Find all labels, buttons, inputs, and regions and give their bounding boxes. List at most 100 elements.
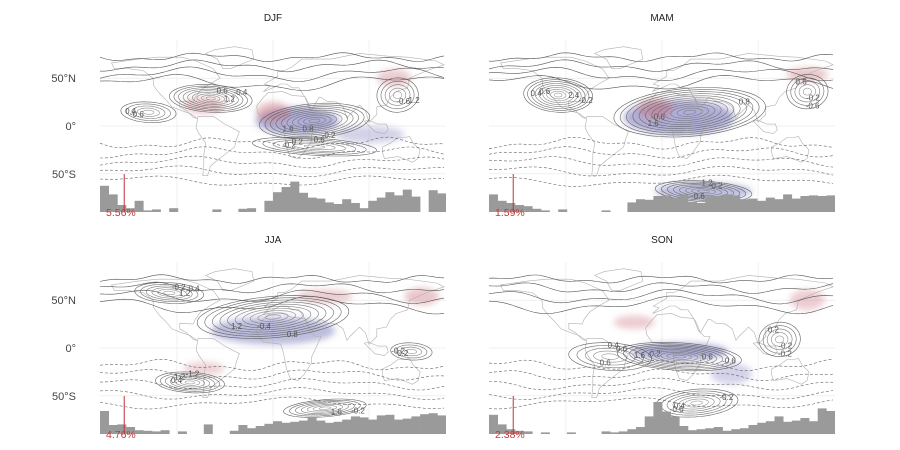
panel-title: SON <box>651 235 673 246</box>
histogram-bar <box>316 198 326 212</box>
contour-label: 1.6 <box>648 119 660 128</box>
histogram-bar <box>610 432 620 434</box>
contour-line <box>264 104 365 137</box>
histogram-bar <box>489 414 498 434</box>
contour-line <box>626 91 754 134</box>
contour-line <box>538 85 578 105</box>
histogram-bar <box>523 431 533 434</box>
histogram-bar <box>376 197 386 212</box>
contour-line <box>568 342 652 371</box>
contour-label: -0.2 <box>806 94 820 103</box>
contour-line <box>530 81 586 109</box>
histogram-bar <box>134 200 144 212</box>
panel-title: JJA <box>265 235 282 246</box>
histogram-bar <box>636 199 645 212</box>
histogram-bar <box>229 430 239 434</box>
contour-line <box>179 379 201 386</box>
histogram-bar <box>411 416 421 434</box>
contour-line <box>286 111 343 130</box>
contour-line <box>794 81 820 103</box>
histogram-bar <box>731 429 741 434</box>
contour-line <box>283 398 367 418</box>
contour-line <box>275 108 354 134</box>
contour-line <box>262 138 367 155</box>
contour-line <box>303 117 326 125</box>
ytick-label: 0° <box>65 121 76 133</box>
histogram-bar <box>151 431 161 434</box>
contour-line <box>654 350 705 363</box>
histogram-bar <box>117 424 127 434</box>
contour-line <box>678 396 715 410</box>
contour-line <box>489 289 834 305</box>
contour-labels: 2.41.61.2-0.20.40.8-0.60.6-0.2-0.60.2-0.… <box>531 78 821 201</box>
histogram-bar <box>688 201 697 212</box>
panel-title: DJF <box>264 13 282 24</box>
dashed-contour-line <box>100 146 445 159</box>
contour-label: 1.6 <box>634 351 646 360</box>
contour-line <box>395 344 428 359</box>
continent-outline <box>363 119 389 134</box>
contour-line <box>660 352 699 362</box>
histogram-bar <box>247 208 257 212</box>
contour-line <box>635 346 724 367</box>
contour-line <box>542 87 574 103</box>
contour-line <box>187 90 234 107</box>
contour-line <box>100 59 445 73</box>
contour-line <box>137 107 160 117</box>
contour-label: 0.4 <box>171 376 183 385</box>
contour-label: -0.6 <box>130 110 144 119</box>
histogram-bar <box>437 415 446 434</box>
contour-line <box>306 404 343 413</box>
histogram-bar <box>497 200 507 212</box>
contour-line <box>489 274 834 284</box>
contour-line <box>771 332 789 347</box>
continent-outline <box>584 116 629 176</box>
histogram-bar <box>273 192 282 212</box>
histogram-bar <box>523 206 533 212</box>
contour-line <box>690 400 703 406</box>
histogram <box>489 402 835 434</box>
contour-labels: 1.21.60.6-0.60.4-0.40.8-0.21.2-0.60.6-0.… <box>125 86 420 149</box>
histogram-bar <box>299 420 308 434</box>
continent-outline <box>263 275 445 345</box>
contour-label: 0.4 <box>188 284 200 293</box>
contour-label: -0.2 <box>579 96 593 105</box>
share-label: 5.56% <box>106 207 136 219</box>
histogram-bar <box>791 420 801 434</box>
dashed-contour-line <box>100 378 445 391</box>
contour-line <box>489 282 834 294</box>
contour-line <box>182 88 239 109</box>
histogram-bar <box>307 418 317 434</box>
histogram-bar <box>368 419 378 434</box>
histogram-bar <box>627 429 637 434</box>
histogram-bar <box>497 424 507 434</box>
histogram-bar <box>800 418 810 434</box>
histogram-bar <box>368 200 378 212</box>
contour-line <box>155 371 225 394</box>
contour-line <box>283 141 346 152</box>
contour-line <box>390 342 433 361</box>
positive-anomaly <box>297 289 353 304</box>
dashed-contour-line <box>489 156 834 168</box>
contour-line <box>312 405 337 412</box>
continent-outline <box>584 338 629 398</box>
histogram-bar <box>342 419 352 434</box>
histogram-bar <box>783 194 793 212</box>
histogram-bar <box>809 421 818 434</box>
histogram-bar <box>143 210 153 212</box>
histogram-bar <box>333 204 343 212</box>
continent-outline <box>195 116 240 176</box>
contour-line <box>798 84 816 99</box>
contour-line <box>249 310 297 324</box>
histogram-bar <box>627 202 637 212</box>
histogram-bar <box>169 208 179 212</box>
histogram-bar <box>636 427 645 434</box>
contour-label: 0.8 <box>302 124 314 133</box>
histogram-bar <box>515 430 524 434</box>
histogram-bar <box>705 428 715 434</box>
continent-outline <box>363 341 389 356</box>
histogram-bar <box>809 195 818 212</box>
contour-line <box>651 99 728 125</box>
histogram-bar <box>385 414 395 434</box>
contour-line <box>204 297 342 337</box>
